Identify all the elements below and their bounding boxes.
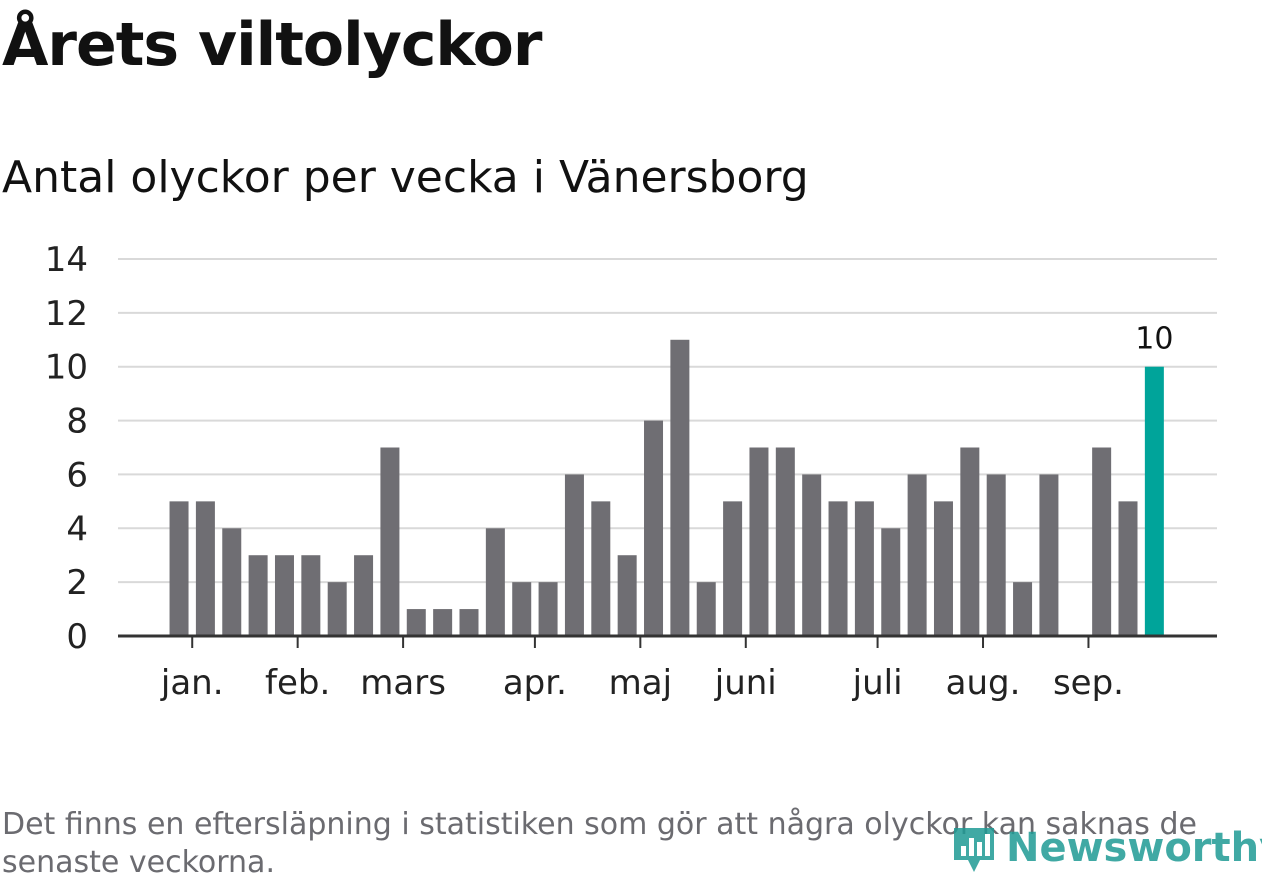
bar: [222, 528, 242, 636]
x-tick-label: sep.: [1053, 663, 1124, 703]
footnote: Det finns en eftersläpning i statistiken…: [2, 807, 1197, 880]
bar: [248, 555, 268, 636]
x-tick-label: feb.: [265, 663, 330, 703]
bar: [933, 501, 953, 636]
bar: [1118, 501, 1138, 636]
bar: [775, 447, 795, 636]
bar: [459, 609, 479, 636]
bar: [485, 528, 505, 636]
bar-highlight: [1144, 366, 1164, 636]
y-tick-label: 8: [66, 402, 88, 442]
y-tick-label: 4: [66, 509, 88, 549]
gridlines: [118, 258, 1217, 584]
bar: [195, 501, 215, 636]
y-tick-label: 10: [45, 348, 88, 388]
bar: [907, 474, 927, 636]
x-tick-label: jan.: [160, 663, 224, 703]
bar: [802, 474, 822, 636]
bar: [696, 582, 716, 636]
bar: [986, 474, 1006, 636]
x-tick-label: aug.: [946, 663, 1021, 703]
bar: [327, 582, 347, 636]
tick-labels: 0 2 4 6 8 10 12 14 10 jan. feb. mars apr. maj juni juli…: [45, 240, 1174, 703]
bar: [538, 582, 558, 636]
x-tick-label: mars: [360, 663, 446, 703]
y-tick-label: 0: [66, 617, 88, 657]
bar: [828, 501, 848, 636]
x-tick-label: juli: [852, 663, 903, 703]
newsworthy-logo: Newsworthy: [950, 820, 1262, 876]
bar: [1039, 474, 1059, 636]
bar: [960, 447, 980, 636]
bar: [723, 501, 743, 636]
y-tick-label: 2: [66, 563, 88, 603]
bar: [591, 501, 611, 636]
bar: [749, 447, 769, 636]
bar: [169, 501, 189, 636]
newsworthy-logo-icon: [954, 828, 994, 872]
bar: [380, 447, 400, 636]
bar-chart: 0 2 4 6 8 10 12 14 10 jan. feb. mars apr. maj juni juli…: [45, 240, 1217, 703]
x-tick-label: apr.: [503, 663, 567, 703]
bar: [354, 555, 374, 636]
x-tick-label: maj: [609, 663, 672, 703]
bar: [670, 339, 690, 636]
bar: [564, 474, 584, 636]
bar: [1092, 447, 1112, 636]
bar: [433, 609, 453, 636]
y-tick-label: 14: [45, 240, 88, 280]
chart-title: Årets viltolyckor: [2, 10, 542, 80]
y-tick-label: 6: [66, 455, 88, 495]
bar: [406, 609, 426, 636]
bar: [301, 555, 321, 636]
data-label: 10: [1135, 322, 1173, 357]
bar: [644, 420, 664, 636]
bar: [617, 555, 637, 636]
bar: [274, 555, 294, 636]
bar: [1013, 582, 1033, 636]
x-tick-label: juni: [714, 663, 777, 703]
bar: [512, 582, 532, 636]
bar: [854, 501, 874, 636]
y-tick-label: 12: [45, 294, 88, 334]
chart-subtitle: Antal olyckor per vecka i Vänersborg: [2, 152, 809, 203]
newsworthy-logo-text: Newsworthy: [1006, 825, 1262, 871]
bar: [881, 528, 901, 636]
bars: [169, 339, 1164, 636]
axes: [118, 634, 1217, 648]
